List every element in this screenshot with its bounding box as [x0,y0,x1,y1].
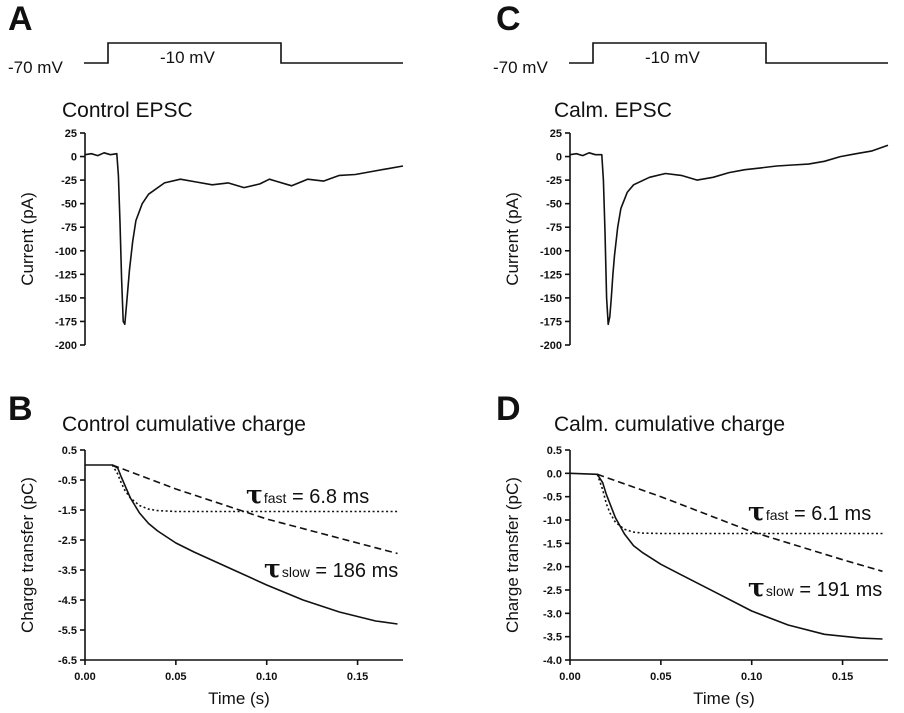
y-tick-label: -3.5 [58,565,77,577]
x-tick-label: 0.05 [165,671,186,683]
tau-fast-annotation: τfast = 6.1 ms [748,497,871,526]
tau-value: = 186 ms [310,560,398,582]
series-line-slow-fit [112,464,398,555]
y-tick-label: -3.0 [543,608,562,620]
x-tick-label: 0.15 [832,671,853,683]
tau-slow-annotation: τslow = 186 ms [264,554,398,583]
panel-letter-b: B [8,390,33,428]
y-tick-label: -2.0 [543,562,562,574]
series-line-current [84,152,404,326]
y-tick-label: -1.5 [58,505,77,517]
y-tick-label: -2.5 [58,535,77,547]
y-tick-label: 0 [556,152,562,164]
tau-symbol: τ [748,497,765,526]
voltage-protocol [84,42,403,64]
tau-subscript: slow [766,583,795,599]
tau-subscript: fast [264,490,287,506]
y-tick-label: -25 [61,175,77,187]
y-tick-label: -125 [55,269,77,281]
y-axis-label: Charge transfer (pC) [503,477,522,633]
y-tick-label: -50 [61,199,77,211]
tau-value: = 191 ms [794,579,882,601]
y-tick-label: -4.5 [58,595,77,607]
series-line-current [569,144,889,326]
series-line-fast-fit [111,464,398,513]
y-tick-label: -100 [55,246,77,258]
x-axis-label: Time (s) [208,689,270,708]
y-tick-label: -0.5 [543,492,562,504]
x-tick-label: 0.15 [347,671,368,683]
panel-c: C -70 mV -10 mV Calm. EPSC 25 0 -25 -50 -75 -… [493,0,889,352]
x-tick-label: 0.10 [256,671,277,683]
chart-title: Calm. EPSC [554,99,672,122]
y-tick-label: -200 [540,340,562,352]
tau-symbol: τ [264,554,281,583]
panel-a: A -70 mV -10 mV Control EPSC 25 0 -25 -50 -7… [8,0,404,352]
y-tick-label: -1.5 [543,538,562,550]
plot-area: 25 0 -25 -50 -75 -100 -125 -150 -175 -200 Current … [503,128,889,352]
y-tick-label: -50 [546,199,562,211]
x-axis-label: Time (s) [693,689,755,708]
plot-area: 0.5 -0.5 -1.5 -2.5 -3.5 -4.5 -5.5 -6.5 Charge tr… [18,445,403,708]
tau-value: = 6.8 ms [286,486,369,508]
series-line-fast-fit [596,474,883,535]
y-tick-label: -175 [55,316,77,328]
y-tick-label: 25 [550,128,562,140]
y-tick-label: -175 [540,316,562,328]
y-axis-label: Current (pA) [503,192,522,286]
y-tick-label: 0 [71,152,77,164]
series-line-slow-fit [597,473,883,573]
y-tick-label: -2.5 [543,585,562,597]
y-tick-label: -150 [55,293,77,305]
tau-subscript: fast [766,507,789,523]
voltage-protocol [569,42,888,64]
y-tick-label: -150 [540,293,562,305]
y-tick-label: 0.5 [62,445,77,457]
tau-symbol: τ [246,480,263,509]
y-tick-label: -200 [55,340,77,352]
y-tick-label: -4.0 [543,655,562,667]
y-tick-label: -1.0 [543,515,562,527]
y-tick-label: -75 [61,222,77,234]
plot-area: 0.5 0.0 -0.5 -1.0 -1.5 -2.0 -2.5 -3.0 -3.5 -4.0 Ch… [503,445,888,708]
x-tick-label: 0.05 [650,671,671,683]
panel-letter-c: C [496,0,521,38]
chart-title: Control cumulative charge [62,413,306,436]
tau-subscript: slow [282,564,311,580]
protocol-hold-label: -70 mV [8,58,63,77]
x-tick-label: 0.00 [74,671,95,683]
y-tick-label: -25 [546,175,562,187]
tau-slow-annotation: τslow = 191 ms [748,573,882,602]
panel-d: D Calm. cumulative charge 0.5 0.0 -0.5 -1.0… [496,390,888,708]
y-tick-label: -125 [540,269,562,281]
x-tick-label: 0.00 [559,671,580,683]
protocol-hold-label: -70 mV [493,58,548,77]
y-axis-label: Charge transfer (pC) [18,477,37,633]
plot-area: 25 0 -25 -50 -75 -100 -125 -150 -175 -200 Current … [18,128,404,352]
y-tick-label: -5.5 [58,625,77,637]
y-tick-label: -100 [540,246,562,258]
y-tick-label: 0.0 [547,468,562,480]
y-tick-label: -0.5 [58,475,77,487]
chart-title: Control EPSC [62,99,193,122]
series-line-charge [569,472,883,640]
x-tick-label: 0.10 [741,671,762,683]
series-line-charge [85,464,398,625]
y-tick-label: 25 [65,128,77,140]
protocol-step-label: -10 mV [645,48,700,67]
y-tick-label: -3.5 [543,632,562,644]
y-tick-label: -75 [546,222,562,234]
y-axis-label: Current (pA) [18,192,37,286]
tau-fast-annotation: τfast = 6.8 ms [246,480,369,509]
chart-title: Calm. cumulative charge [554,413,785,436]
tau-symbol: τ [748,573,765,602]
tau-value: = 6.1 ms [788,503,871,525]
panel-letter-d: D [496,390,521,428]
panel-b: B Control cumulative charge 0.5 -0.5 -1.5 -… [8,390,403,708]
y-tick-label: 0.5 [547,445,562,457]
protocol-step-label: -10 mV [160,48,215,67]
y-tick-label: -6.5 [58,655,77,667]
panel-letter-a: A [8,0,33,38]
